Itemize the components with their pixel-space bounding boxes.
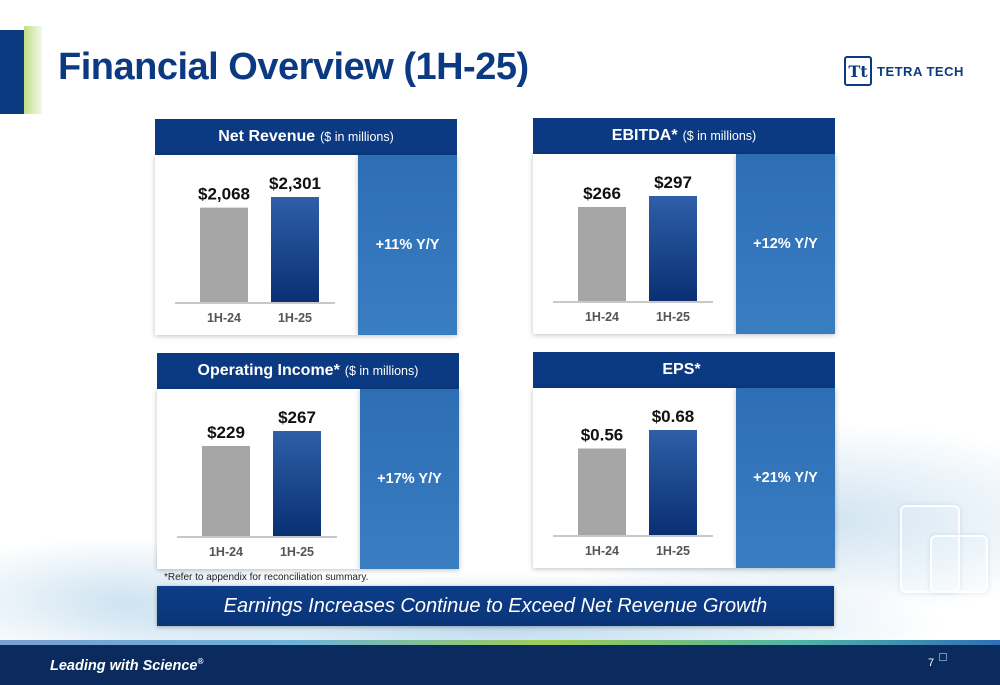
panel-title: Net Revenue — [218, 128, 316, 145]
panel-eps: EPS* $0.56 1H-24 $0.68 1H-25 +21% Y/Y — [533, 352, 835, 568]
growth-box: +12% Y/Y — [736, 154, 835, 334]
tick-label: 1H-24 — [585, 544, 619, 558]
data-label: $267 — [278, 408, 316, 427]
data-label: $2,068 — [198, 185, 250, 204]
panel-operating-income: Operating Income* ($ in millions) $229 1H… — [157, 353, 459, 569]
net-revenue-chart: $2,068 1H-24 $2,301 1H-25 — [175, 174, 335, 325]
panel-ebitda: EBITDA* ($ in millions) $266 1H-24 $297 1H-… — [533, 118, 835, 334]
registered-mark: ® — [197, 657, 204, 666]
panel-header: Net Revenue ($ in millions) — [155, 119, 457, 155]
data-label: $229 — [207, 423, 245, 442]
bar-1H-25 — [271, 197, 319, 302]
left-accent-glow — [24, 26, 42, 114]
eps-chart: $0.56 1H-24 $0.68 1H-25 — [553, 407, 713, 558]
chart-box: $2,068 1H-24 $2,301 1H-25 — [155, 155, 358, 335]
tick-label: 1H-25 — [280, 545, 314, 559]
tick-label: 1H-25 — [656, 544, 690, 558]
footnote: *Refer to appendix for reconciliation su… — [164, 572, 369, 583]
panel-header: EPS* — [533, 352, 835, 388]
color-stripe — [0, 640, 1000, 645]
logo-mark-icon: Tt — [844, 56, 872, 86]
growth-label: +11% Y/Y — [375, 237, 440, 253]
decorative-square — [900, 505, 960, 593]
ebitda-chart: $266 1H-24 $297 1H-25 — [553, 173, 713, 324]
tagline-text: Leading with Science — [50, 657, 198, 674]
data-label: $266 — [583, 184, 621, 203]
logo-text: TETRA TECH — [877, 63, 964, 79]
panel-title: EBITDA* — [611, 127, 678, 144]
tick-label: 1H-24 — [209, 545, 243, 559]
decorative-square — [930, 535, 988, 593]
growth-label: +17% Y/Y — [377, 471, 442, 487]
bar-1H-25 — [273, 431, 321, 536]
chart-box: $229 1H-24 $267 1H-25 — [157, 389, 360, 569]
chart-box: $0.56 1H-24 $0.68 1H-25 — [533, 388, 736, 568]
data-label: $297 — [654, 173, 692, 192]
tick-label: 1H-25 — [656, 310, 690, 324]
summary-banner: Earnings Increases Continue to Exceed Ne… — [157, 586, 834, 626]
bar-1H-25 — [649, 430, 697, 535]
data-label: $2,301 — [269, 174, 321, 193]
chart-box: $266 1H-24 $297 1H-25 — [533, 154, 736, 334]
panel-net-revenue: Net Revenue ($ in millions) $2,068 1H-24 $… — [155, 119, 457, 335]
tick-label: 1H-24 — [207, 311, 241, 325]
growth-label: +21% Y/Y — [753, 470, 818, 486]
panel-title: EPS* — [662, 361, 701, 378]
panel-title: Operating Income* — [197, 362, 340, 379]
bar-1H-24 — [578, 206, 626, 301]
bar-1H-24 — [578, 448, 626, 535]
operating-income-chart: $229 1H-24 $267 1H-25 — [177, 408, 337, 559]
growth-label: +12% Y/Y — [753, 236, 818, 252]
bar-1H-24 — [202, 445, 250, 536]
panel-unit: ($ in millions) — [320, 130, 394, 144]
panel-header: EBITDA* ($ in millions) — [533, 118, 835, 154]
page-corner-icon — [939, 653, 947, 661]
panel-header: Operating Income* ($ in millions) — [157, 353, 459, 389]
banner-text: Earnings Increases Continue to Exceed Ne… — [223, 594, 768, 617]
page-title: Financial Overview (1H-25) — [58, 46, 529, 88]
panel-unit: ($ in millions) — [344, 364, 419, 378]
company-logo: Tt TETRA TECH — [844, 55, 964, 87]
data-label: $0.56 — [581, 426, 624, 445]
data-label: $0.68 — [652, 407, 695, 426]
bar-1H-24 — [200, 207, 248, 302]
left-accent-bar — [0, 30, 24, 114]
growth-box: +21% Y/Y — [736, 388, 835, 568]
footer-bar: Leading with Science® 7 — [0, 645, 1000, 685]
growth-box: +11% Y/Y — [358, 155, 457, 335]
tagline: Leading with Science® — [50, 657, 203, 674]
bar-1H-25 — [649, 196, 697, 301]
tick-label: 1H-24 — [585, 310, 619, 324]
tick-label: 1H-25 — [278, 311, 312, 325]
panel-unit: ($ in millions) — [682, 129, 757, 143]
page-number: 7 — [927, 657, 935, 669]
growth-box: +17% Y/Y — [360, 389, 459, 569]
